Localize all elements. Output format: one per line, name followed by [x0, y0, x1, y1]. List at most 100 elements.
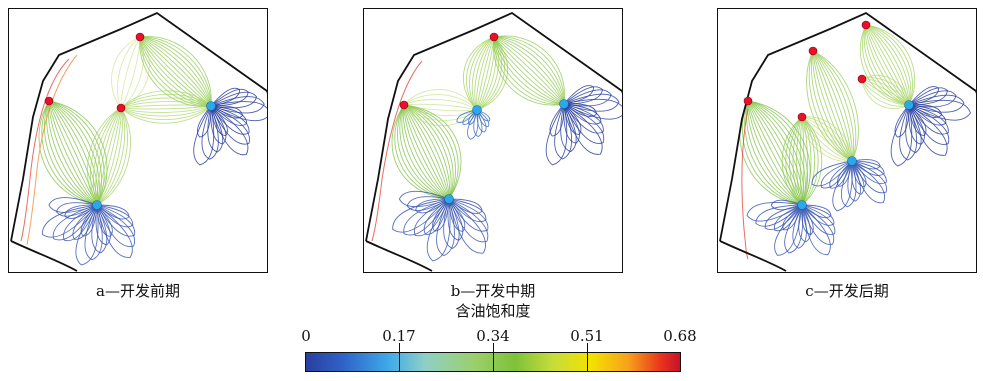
streamline-oil: [96, 107, 123, 206]
streamline-oil: [861, 74, 910, 106]
streamline-oil: [48, 100, 98, 206]
streamline-water: [210, 105, 250, 135]
streamline-water: [207, 105, 224, 153]
streamline-oil: [812, 50, 853, 162]
streamline-water: [746, 202, 803, 222]
streamline-oil: [120, 105, 212, 113]
reservoir-boundary: [365, 11, 622, 242]
streamline-oil: [801, 116, 853, 162]
streamline-oil: [403, 104, 452, 200]
colorbar-label-068: 0.68: [663, 327, 697, 345]
streamline-water: [210, 105, 249, 156]
streamline-plot-a: [10, 11, 267, 272]
streamline-water: [832, 160, 853, 212]
reservoir-boundary: [719, 240, 787, 272]
streamline-water: [560, 103, 577, 153]
edge-streamline: [26, 54, 78, 246]
streamline-oil: [788, 116, 803, 206]
streamline-oil: [48, 100, 98, 206]
streamline-oil: [96, 107, 128, 206]
streamline-oil: [402, 104, 450, 200]
streamline-oil: [865, 24, 910, 106]
streamline-oil: [812, 50, 855, 162]
streamline-oil: [95, 107, 122, 206]
streamline-oil: [476, 36, 495, 111]
streamline-oil: [493, 36, 565, 105]
streamline-oil: [808, 50, 853, 162]
streamline-oil: [403, 104, 451, 200]
streamline-water: [96, 204, 133, 258]
streamline-water: [467, 109, 479, 140]
streamline-oil: [865, 24, 912, 106]
streamline-water: [851, 160, 865, 195]
streamline-oil: [812, 50, 853, 162]
streamline-oil: [471, 36, 495, 111]
streamline-water: [549, 103, 565, 137]
streamline-oil: [859, 24, 910, 106]
production-well-marker: [135, 32, 145, 42]
colorbar-title: 含油饱和度: [455, 302, 531, 320]
streamline-oil: [90, 107, 122, 206]
streamline-oil: [865, 24, 910, 106]
streamline-oil: [41, 100, 98, 206]
streamline-water: [423, 198, 450, 235]
streamline-oil: [801, 116, 819, 206]
colorbar-label-034: 0.34: [476, 327, 510, 345]
streamline-oil: [403, 104, 450, 200]
streamline-oil: [476, 36, 509, 111]
streamline-oil: [865, 24, 910, 106]
streamline-oil: [812, 50, 853, 162]
streamline-water: [462, 109, 478, 125]
streamline-oil: [493, 36, 565, 105]
streamline-water: [545, 103, 568, 166]
streamline-oil: [403, 104, 450, 200]
streamline-water: [764, 204, 803, 230]
streamline-oil: [96, 107, 131, 206]
colorbar-label-017: 0.17: [382, 327, 416, 345]
streamline-oil: [46, 100, 98, 206]
streamline-water: [563, 89, 612, 107]
streamline-oil: [493, 36, 565, 105]
injection-well-marker: [444, 194, 454, 204]
streamline-water: [473, 109, 483, 138]
streamline-water: [820, 160, 853, 189]
streamline-water: [908, 104, 949, 135]
caption-a: a—开发前期: [96, 282, 180, 300]
streamline-panel-c: [717, 8, 977, 273]
streamline-water: [908, 104, 948, 156]
streamline-panel-a: [8, 8, 268, 273]
production-well-marker: [44, 96, 54, 106]
streamline-water: [801, 204, 836, 235]
streamline-oil: [139, 36, 212, 107]
streamline-oil: [469, 36, 495, 111]
streamline-oil: [403, 104, 450, 200]
streamline-oil: [139, 36, 212, 107]
streamline-water: [197, 105, 212, 138]
streamline-oil: [403, 104, 450, 200]
streamline-oil: [747, 100, 806, 206]
colorbar-label-051: 0.51: [570, 327, 604, 345]
streamline-oil: [493, 36, 565, 105]
streamline-oil: [812, 50, 853, 162]
streamline-water: [210, 105, 250, 145]
production-well-marker: [857, 74, 867, 84]
streamline-oil: [96, 107, 122, 206]
streamline-oil: [120, 36, 150, 109]
streamline-oil: [801, 116, 853, 162]
reservoir-boundary: [365, 240, 433, 272]
streamline-water: [851, 160, 887, 194]
streamline-oil: [139, 36, 212, 107]
streamline-oil: [120, 105, 212, 124]
streamline-oil: [120, 101, 212, 109]
streamline-water: [811, 160, 853, 187]
streamline-water: [91, 204, 108, 254]
streamline-water: [908, 99, 971, 121]
streamline-oil: [139, 36, 212, 107]
streamline-oil: [861, 78, 910, 110]
streamline-oil: [747, 100, 803, 206]
streamline-water: [792, 204, 807, 249]
streamline-oil: [403, 104, 450, 200]
reservoir-boundary: [719, 11, 976, 242]
streamline-water: [193, 105, 215, 166]
streamline-water: [563, 103, 603, 155]
